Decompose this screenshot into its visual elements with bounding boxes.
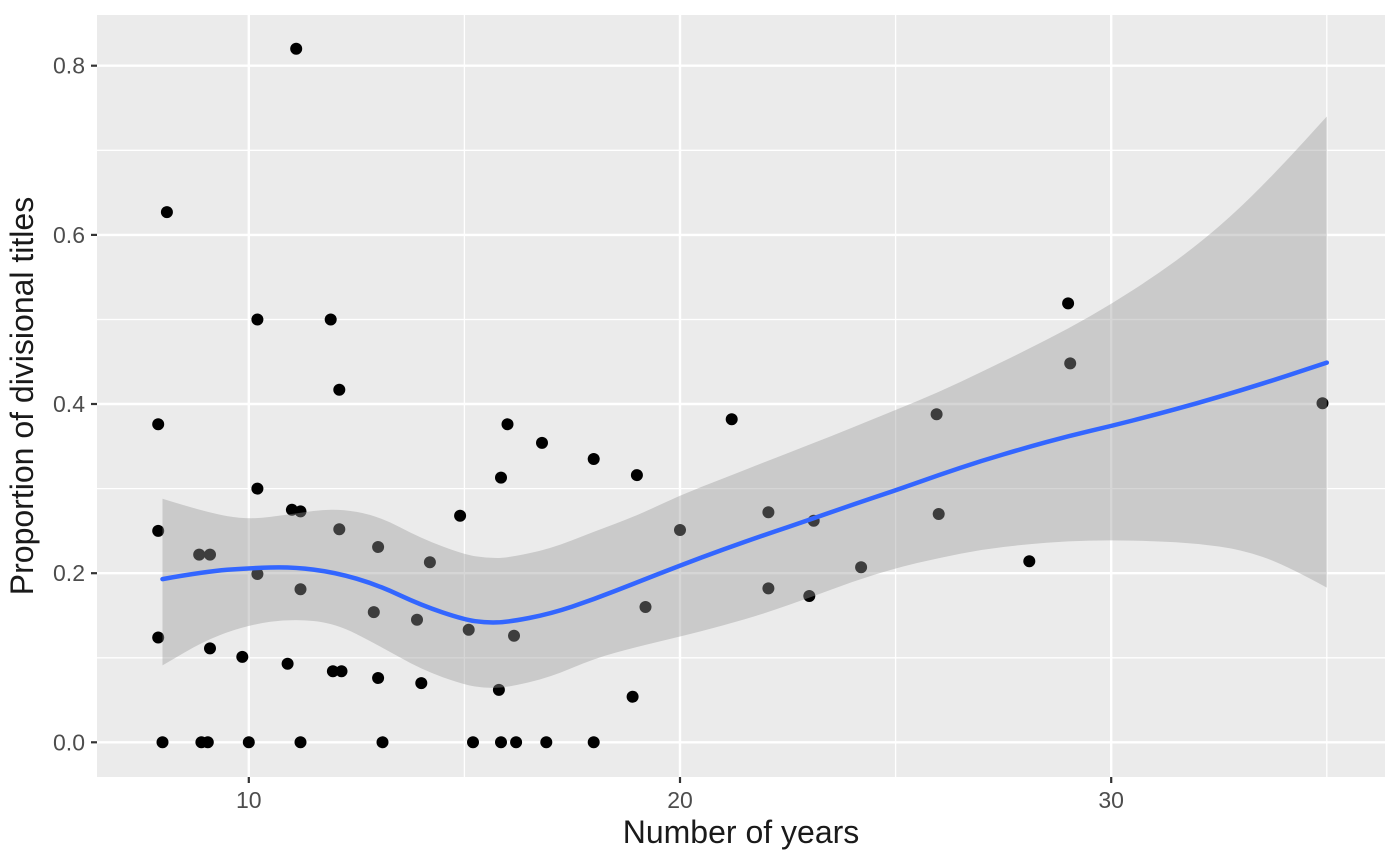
data-point <box>762 582 775 595</box>
data-point <box>536 436 548 449</box>
data-point <box>201 736 214 749</box>
data-point <box>932 508 945 520</box>
data-point <box>367 606 380 619</box>
data-point <box>674 524 686 536</box>
data-point <box>411 613 423 626</box>
data-point <box>495 471 507 484</box>
data-point <box>1064 357 1077 370</box>
panel-background <box>97 15 1385 777</box>
data-point <box>587 453 600 465</box>
data-point <box>462 623 475 636</box>
data-point <box>335 665 348 678</box>
data-point <box>762 506 775 519</box>
data-point <box>333 383 346 396</box>
x-tick-label: 20 <box>667 787 693 813</box>
data-point <box>467 736 479 749</box>
data-point <box>236 650 249 663</box>
data-point <box>855 561 868 574</box>
data-point <box>372 541 385 553</box>
data-point <box>152 418 165 431</box>
data-point <box>156 736 169 749</box>
data-point <box>930 408 943 421</box>
x-tick-label: 30 <box>1098 787 1124 813</box>
x-tick-label: 10 <box>236 787 262 813</box>
data-point <box>1316 397 1329 410</box>
data-point <box>423 556 436 569</box>
data-point <box>242 736 255 749</box>
data-point <box>725 413 738 426</box>
data-point <box>281 657 294 670</box>
data-point <box>204 642 216 655</box>
y-axis-title: Proportion of divisional titles <box>4 197 40 595</box>
data-point <box>152 631 165 644</box>
data-point <box>326 665 339 678</box>
data-point <box>376 736 389 749</box>
smooth-line <box>160 360 1330 625</box>
y-tick-label: 0.0 <box>53 729 85 755</box>
data-point <box>1062 297 1075 310</box>
confidence-ribbon <box>162 116 1327 688</box>
data-point <box>204 548 216 561</box>
data-point <box>333 523 346 536</box>
data-point <box>630 469 643 482</box>
data-point <box>294 736 307 749</box>
plot-panel: 10 20 30 0.0 0.2 0.4 0.6 0.8 <box>53 15 1385 813</box>
data-point <box>251 313 264 326</box>
data-point <box>251 568 264 580</box>
data-point <box>454 509 467 522</box>
data-point <box>290 42 303 55</box>
data-point <box>495 736 507 749</box>
data-point <box>639 601 652 613</box>
data-point <box>372 672 385 684</box>
data-point <box>508 629 520 642</box>
data-point <box>540 736 553 749</box>
y-tick-label: 0.4 <box>53 391 85 417</box>
data-point <box>415 677 428 690</box>
x-axis-title: Number of years <box>623 814 860 850</box>
data-point <box>324 313 337 326</box>
data-point <box>152 524 165 537</box>
data-point <box>492 683 505 696</box>
data-point <box>294 505 307 518</box>
y-tick-label: 0.6 <box>53 222 85 248</box>
y-tick-label: 0.8 <box>53 53 85 79</box>
y-tick-label: 0.2 <box>53 560 85 586</box>
data-point <box>160 206 173 219</box>
data-point <box>587 736 600 749</box>
data-point <box>193 548 206 561</box>
data-point <box>626 690 639 703</box>
data-point <box>501 418 514 431</box>
data-point <box>510 736 523 749</box>
data-point <box>1023 555 1036 568</box>
data-point <box>803 590 816 602</box>
data-point <box>294 583 307 596</box>
data-point <box>251 482 264 495</box>
